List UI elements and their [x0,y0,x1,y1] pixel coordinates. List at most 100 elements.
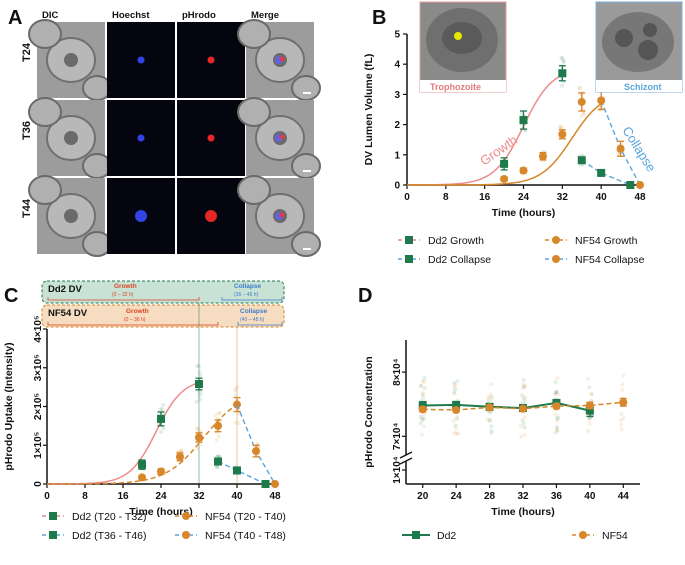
x-tick-label: 48 [634,192,646,203]
y-tick-label: 3×10⁵ [33,354,44,382]
replicate-point [420,417,425,422]
nf54-dv-title: NF54 DV [48,308,88,319]
replicate-point [453,423,458,428]
dd2-dv-title: Dd2 DV [48,284,82,295]
dd2-collapse-label: Collapse [234,283,261,290]
replicate-point [555,425,560,430]
replicate-point [161,403,166,408]
replicate-point [197,397,202,402]
replicate-point [621,373,626,378]
cell-outline [28,19,62,49]
y-axis-title: pHrodo Uptake (Intensity) [3,342,15,470]
dd2-growth-point [519,116,528,125]
nf54-dv-phase-bar: NF54 DV Growth (0 – 36 h) Collapse (40 –… [41,304,285,328]
nf54-point [452,405,461,414]
row-label-t44: T44 [21,198,33,218]
nf54-legend-label: NF54 [602,530,628,542]
replicate-point [521,396,526,401]
nf54-growth-point [519,166,528,175]
dd2-growth-legend-marker [405,236,413,244]
replicate-point [453,387,458,392]
dd2-point [452,400,461,409]
cell-outline [28,97,62,127]
dd2-t20-t32-point [157,414,165,423]
y-tick-label: 4×10⁵ [33,315,44,343]
x-tick-label: 24 [451,491,463,502]
scale-bar [303,248,311,250]
replicate-point [455,415,460,420]
cell-outline [82,231,112,257]
y-tick-label: 4 [394,60,400,71]
panel-label-a: A [8,7,22,29]
col-header-phrodo: pHrodo [182,10,216,21]
replicate-point [455,379,460,384]
replicate-point [554,389,559,394]
replicate-point [195,426,200,431]
cell-outline [237,97,271,127]
nf54-t40-t48-point [271,480,279,488]
merge-signal [279,212,285,218]
replicate-point [618,418,623,423]
y-tick-label: 0 [394,181,400,192]
phrodo-signal [207,56,215,64]
replicate-point [579,114,584,119]
replicate-point [489,382,494,387]
replicate-point [582,111,587,116]
replicate-point [217,411,222,416]
x-tick-label: 20 [417,491,429,502]
replicate-point [198,442,203,447]
replicate-point [418,414,423,419]
parasite [64,209,78,223]
replicate-point [216,454,221,459]
y-axis-title: DV Lumen Volume (fL) [363,54,375,166]
phrodo-signal [207,134,215,142]
replicate-point [233,388,238,393]
replicate-point [419,384,424,389]
replicate-point [197,369,202,374]
replicate-point [217,410,222,415]
replicate-point [159,430,164,435]
nf54-t20-t40-point [176,452,184,461]
nf54-growth-point [538,152,547,161]
replicate-point [556,415,561,420]
x-axis-title: Time (hours) [492,207,555,219]
dd2-collapse-point [577,156,586,165]
replicate-point [585,376,590,381]
replicate-point [420,392,425,397]
cell-outline [82,75,112,101]
replicate-point [555,392,560,397]
replicate-point [561,59,566,64]
replicate-point [161,426,166,431]
replicate-point [488,392,493,397]
dd2-t36-t46-legend-marker [49,531,57,539]
replicate-point [421,379,426,384]
dd2-growth-fit [46,381,200,485]
replicate-point [422,412,427,417]
axis-break-gap [400,455,412,461]
x-tick-label: 40 [231,491,243,502]
dd2-t36-t46-line [217,460,266,485]
nf54-growth-point [558,130,567,139]
replicate-point [419,416,424,421]
dd2-growth-legend-label: Dd2 Growth [428,235,484,247]
replicate-point [522,399,527,404]
replicate-point [589,392,594,397]
replicate-point [489,397,494,402]
hoechst-signal [137,134,145,142]
replicate-point [489,410,494,415]
replicate-point [452,431,457,436]
replicate-point [620,388,625,393]
replicate-point [560,56,565,61]
dd2-t20-t32-point [195,380,203,389]
nf54-growth-point [577,97,586,106]
replicate-point [196,426,201,431]
annotation-collapse: Collapse [619,124,659,175]
col-header-dic: DIC [42,10,59,21]
replicate-point [452,382,457,387]
replicate-point [196,364,201,369]
replicate-point [552,392,557,397]
replicate-point [522,384,527,389]
nf54-growth-label: Growth [126,308,149,315]
replicate-point [554,390,559,395]
